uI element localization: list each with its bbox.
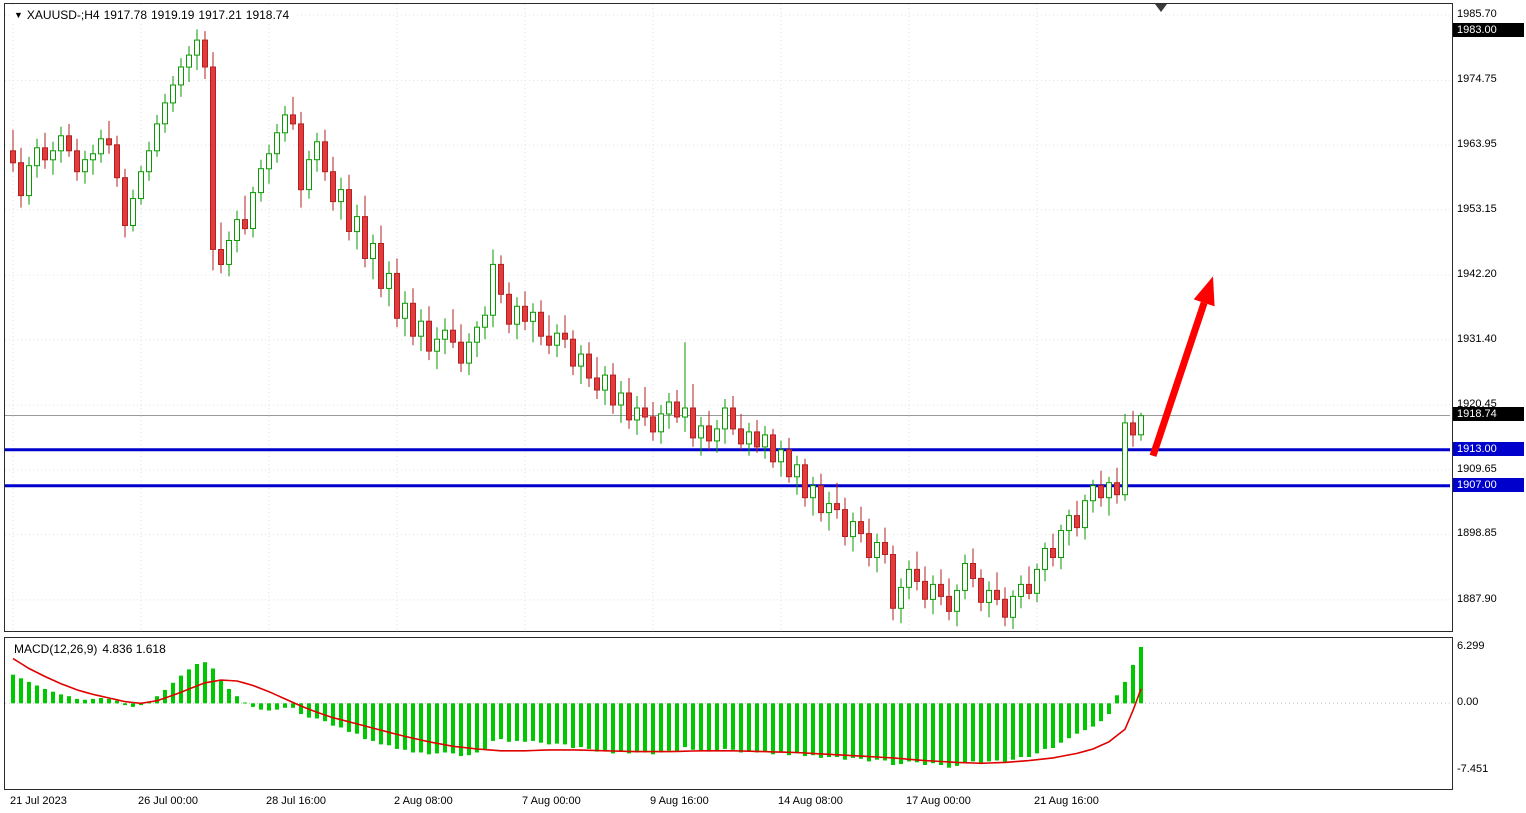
- time-tick-label: 26 Jul 00:00: [138, 795, 198, 807]
- price-tick-label: 1931.40: [1457, 333, 1497, 345]
- macd-label: MACD(12,26,9): [14, 642, 98, 656]
- macd-title: MACD(12,26,9) 4.836 1.618: [11, 641, 174, 657]
- price-axis[interactable]: 1985.70 1974.75 1963.95 1953.15 1942.20 1931.…: [1453, 0, 1526, 790]
- macd-tick-label: 0.00: [1457, 696, 1479, 708]
- candlestick-chart: [5, 4, 1450, 629]
- symbol-dropdown-icon[interactable]: ▼: [14, 10, 23, 20]
- macd-chart: [5, 647, 1450, 768]
- price-chart-panel[interactable]: ▼ XAUUSD-;H4 1917.78 1919.19 1917.21 1918.74: [4, 3, 1453, 632]
- time-axis[interactable]: 21 Jul 2023 26 Jul 00:00 28 Jul 16:00 2 Aug…: [4, 793, 1453, 811]
- price-tick-label: 1974.75: [1457, 73, 1497, 85]
- trend-arrow-annotation[interactable]: [1149, 276, 1215, 457]
- macd-tick-label: 6.299: [1457, 640, 1485, 652]
- price-tick-label: 1909.65: [1457, 463, 1497, 475]
- ohlc-close: 1918.74: [245, 8, 290, 22]
- time-tick-label: 28 Jul 16:00: [266, 795, 326, 807]
- chart-symbol-timeframe: XAUUSD-;H4: [26, 8, 100, 22]
- time-tick-label: 21 Aug 16:00: [1034, 795, 1099, 807]
- price-tick-label: 1985.70: [1457, 8, 1497, 20]
- time-tick-label: 14 Aug 08:00: [778, 795, 843, 807]
- time-tick-label: 17 Aug 00:00: [906, 795, 971, 807]
- time-tick-label: 21 Jul 2023: [10, 795, 67, 807]
- macd-signal-line: [12, 657, 1142, 765]
- ohlc-high: 1919.19: [151, 8, 195, 22]
- price-tick-label: 1963.95: [1457, 138, 1497, 150]
- macd-tick-label: -7.451: [1457, 763, 1489, 775]
- macd-panel[interactable]: MACD(12,26,9) 4.836 1.618: [4, 637, 1453, 790]
- macd-histogram: [11, 647, 1143, 768]
- ohlc-open: 1917.78: [103, 8, 147, 22]
- price-badge: 1983.00: [1453, 23, 1524, 37]
- time-tick-label: 7 Aug 00:00: [522, 795, 581, 807]
- price-tick-label: 1942.20: [1457, 268, 1497, 280]
- chart-shift-marker-icon[interactable]: [1155, 4, 1167, 12]
- price-badge: 1918.74: [1453, 407, 1524, 421]
- macd-values: 4.836 1.618: [102, 642, 166, 656]
- price-tick-label: 1887.90: [1457, 593, 1497, 605]
- time-tick-label: 9 Aug 16:00: [650, 795, 709, 807]
- chart-title: ▼ XAUUSD-;H4 1917.78 1919.19 1917.21 1918.74: [11, 7, 297, 23]
- time-tick-label: 2 Aug 08:00: [394, 795, 453, 807]
- price-tick-label: 1953.15: [1457, 203, 1497, 215]
- price-badge: 1907.00: [1453, 478, 1524, 492]
- price-tick-label: 1898.85: [1457, 527, 1497, 539]
- ohlc-low: 1917.21: [198, 8, 242, 22]
- candlestick-series: [10, 29, 1144, 629]
- price-badge: 1913.00: [1453, 442, 1524, 456]
